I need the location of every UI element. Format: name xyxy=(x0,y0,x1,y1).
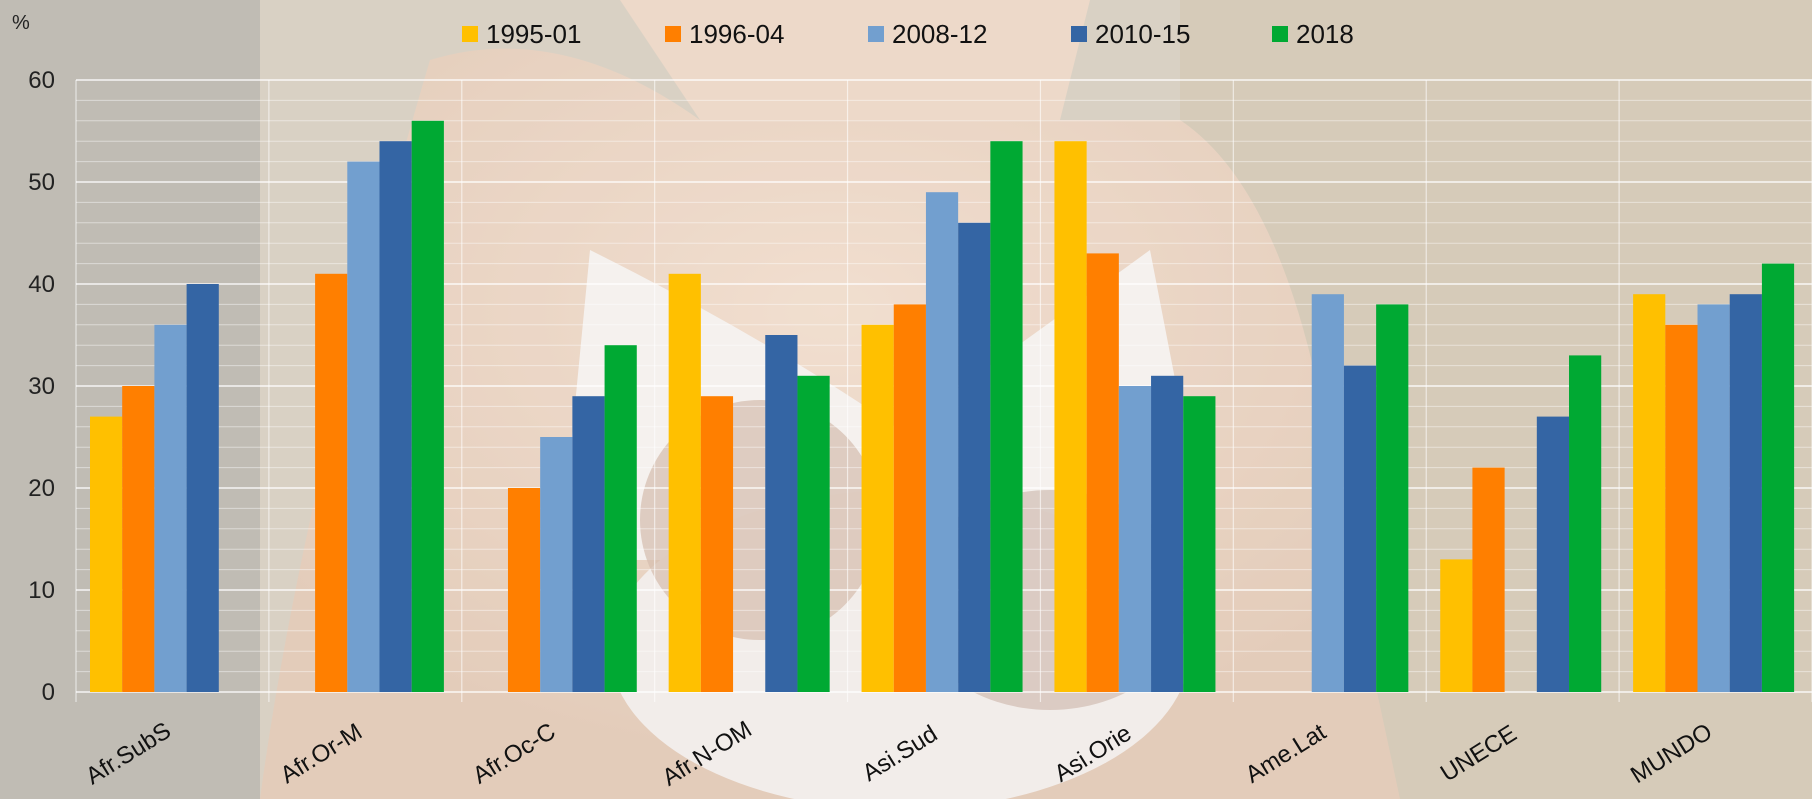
bar-1996-04-Asi.Sud xyxy=(893,304,926,692)
bar-2018-UNECE xyxy=(1569,355,1602,692)
x-category-label: Afr.Or-M xyxy=(276,718,367,789)
x-category-label: Asi.Orie xyxy=(1050,720,1137,788)
x-axis-categories: Afr.SubS Afr.Or-M Afr.Oc-C Afr.N-OM Asi.Sud A… xyxy=(81,716,1717,792)
bar-2008-12-Asi.Sud xyxy=(925,192,959,692)
bar-1995-01-Asi.Orie xyxy=(1054,141,1087,692)
legend-label: 1996-04 xyxy=(689,19,784,49)
bar-1995-01-MUNDO xyxy=(1633,294,1666,692)
y-axis-unit-label: % xyxy=(12,12,30,34)
y-tick-label: 0 xyxy=(42,679,55,706)
bar-2018-Ame.Lat xyxy=(1376,304,1409,692)
bar-2010-15-MUNDO xyxy=(1729,294,1762,692)
bar-1996-04-MUNDO xyxy=(1665,324,1698,692)
bar-2008-12-Afr.Or-M xyxy=(347,161,380,693)
bar-2010-15-Asi.Orie xyxy=(1151,375,1184,692)
legend-swatch xyxy=(1071,26,1087,42)
x-category-label: UNECE xyxy=(1436,720,1522,787)
x-category-label: MUNDO xyxy=(1626,718,1717,789)
legend-label: 2010-15 xyxy=(1095,19,1190,49)
x-category-label: Afr.Oc-C xyxy=(468,718,560,790)
bar-2018-Afr.Or-M xyxy=(411,120,444,693)
bar-2010-15-Afr.SubS xyxy=(186,284,219,692)
bar-2008-12-MUNDO xyxy=(1697,304,1730,692)
y-tick-label: 20 xyxy=(28,475,55,502)
bar-2008-12-Ame.Lat xyxy=(1311,294,1344,692)
bar-1996-04-Afr.SubS xyxy=(122,386,155,692)
bar-1996-04-UNECE xyxy=(1472,467,1505,692)
bar-2010-15-Afr.Oc-C xyxy=(572,396,605,692)
bar-2010-15-Afr.N-OM xyxy=(765,335,798,692)
y-tick-label: 60 xyxy=(28,67,55,94)
x-category-label: Afr.SubS xyxy=(81,717,176,790)
y-tick-label: 30 xyxy=(28,373,55,400)
bar-1996-04-Asi.Orie xyxy=(1086,253,1119,692)
y-tick-label: 10 xyxy=(28,577,55,604)
y-tick-label: 50 xyxy=(28,169,55,196)
bar-1995-01-Afr.N-OM xyxy=(668,273,701,692)
bar-2008-12-Afr.SubS xyxy=(154,324,187,692)
bar-1996-04-Afr.Or-M xyxy=(315,273,348,692)
x-category-label: Asi.Sud xyxy=(858,720,942,787)
bar-1996-04-Afr.N-OM xyxy=(700,396,734,692)
bar-2018-Asi.Sud xyxy=(990,141,1023,692)
bar-1996-04-Afr.Oc-C xyxy=(507,488,541,692)
bar-2008-12-Asi.Orie xyxy=(1118,386,1152,692)
legend: 1995-01 1996-04 2008-12 2010-15 2018 xyxy=(462,19,1354,49)
bar-2010-15-UNECE xyxy=(1536,416,1570,692)
bar-1995-01-Afr.SubS xyxy=(90,416,123,692)
bar-2018-Afr.Oc-C xyxy=(604,345,637,692)
legend-label: 2018 xyxy=(1296,19,1354,49)
legend-label: 2008-12 xyxy=(892,19,987,49)
bar-2010-15-Asi.Sud xyxy=(958,222,991,693)
bar-2018-Afr.N-OM xyxy=(797,375,830,692)
bar-2018-MUNDO xyxy=(1761,263,1795,692)
bar-2018-Asi.Orie xyxy=(1183,396,1216,692)
legend-swatch xyxy=(665,26,681,42)
bar-1995-01-Asi.Sud xyxy=(861,324,894,692)
bar-2010-15-Afr.Or-M xyxy=(379,141,412,692)
legend-swatch xyxy=(462,26,478,42)
x-category-label: Afr.N-OM xyxy=(658,716,757,792)
bar-1995-01-UNECE xyxy=(1440,559,1473,692)
x-category-label: Ame.Lat xyxy=(1241,718,1331,788)
legend-label: 1995-01 xyxy=(486,19,581,49)
y-tick-label: 40 xyxy=(28,271,55,298)
y-axis-ticks: 0 10 20 30 40 50 60 xyxy=(28,67,55,706)
bar-2008-12-Afr.Oc-C xyxy=(540,437,573,692)
bar-2010-15-Ame.Lat xyxy=(1343,365,1377,692)
bars xyxy=(90,120,1795,693)
legend-swatch xyxy=(1272,26,1288,42)
legend-swatch xyxy=(868,26,884,42)
